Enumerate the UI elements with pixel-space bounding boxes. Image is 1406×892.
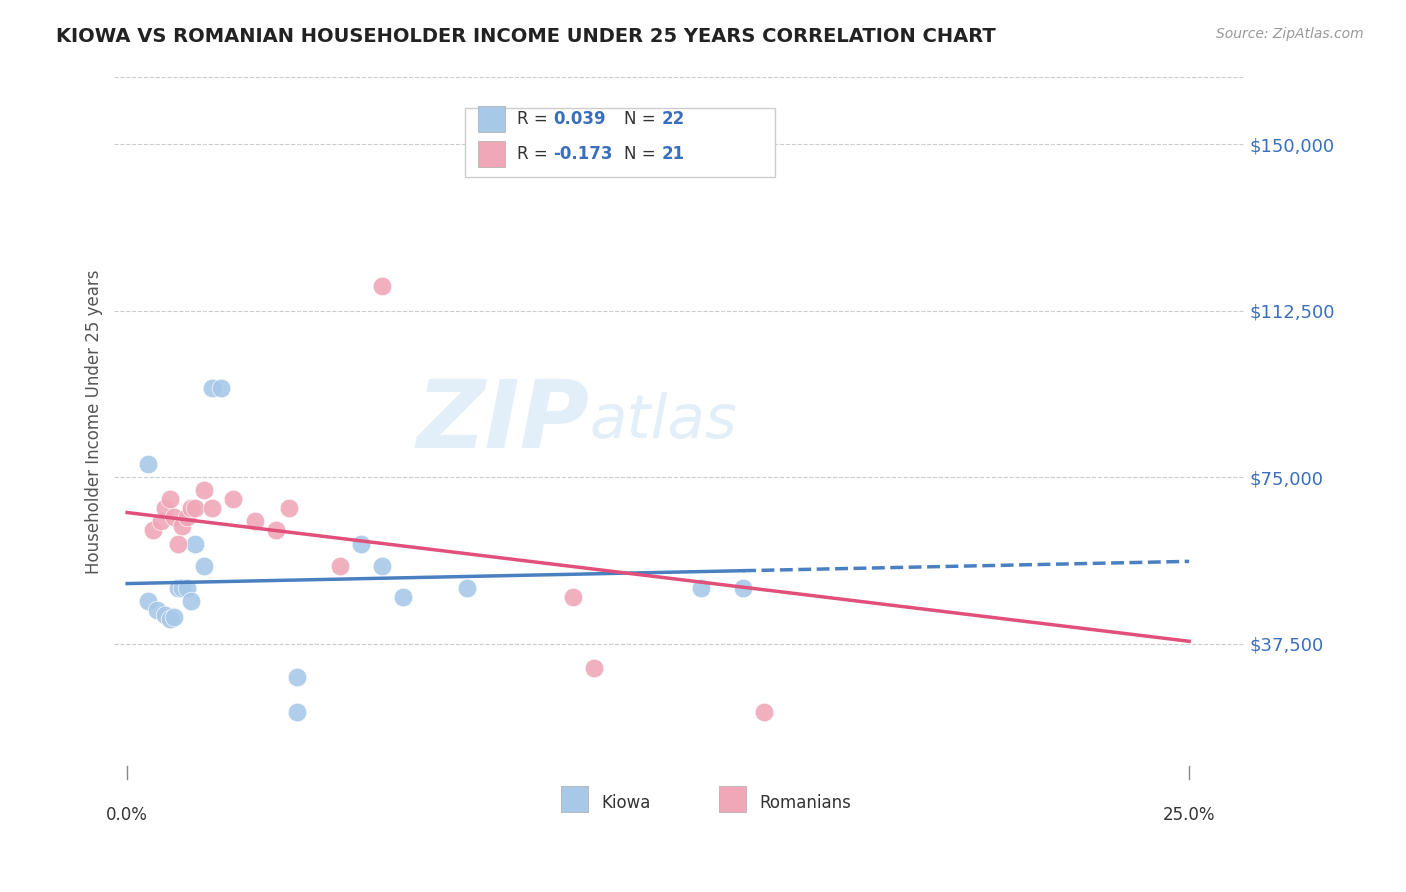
Point (222, 492, 245, 507)
Y-axis label: Householder Income Under 25 years: Householder Income Under 25 years (86, 269, 103, 574)
Point (350, 536, 373, 550)
FancyBboxPatch shape (478, 141, 505, 167)
Text: 21: 21 (661, 145, 685, 163)
Point (184, 536, 207, 550)
FancyBboxPatch shape (718, 786, 747, 813)
Point (150, 515, 173, 529)
Point (180, 594, 202, 608)
Point (167, 581, 190, 595)
Point (193, 483, 215, 498)
Point (562, 590, 585, 604)
Text: Source: ZipAtlas.com: Source: ZipAtlas.com (1216, 27, 1364, 41)
Text: 25.0%: 25.0% (1163, 805, 1215, 823)
Point (172, 519, 194, 533)
Text: 22: 22 (661, 111, 685, 128)
Point (176, 581, 198, 595)
Text: 0.039: 0.039 (553, 111, 606, 128)
Text: N =: N = (624, 145, 661, 163)
Point (159, 492, 181, 507)
Point (138, 457, 160, 471)
Point (184, 501, 207, 516)
Point (138, 594, 160, 608)
Text: R =: R = (516, 111, 553, 128)
Text: 0.0%: 0.0% (107, 805, 148, 823)
Point (193, 558, 215, 573)
Point (176, 510, 198, 524)
Point (277, 501, 299, 516)
Point (201, 501, 224, 516)
Point (392, 590, 415, 604)
Point (146, 603, 169, 617)
Point (155, 501, 177, 516)
FancyBboxPatch shape (465, 109, 776, 178)
Text: R =: R = (516, 145, 553, 163)
Text: atlas: atlas (589, 392, 737, 451)
Point (180, 501, 202, 516)
Point (201, 381, 224, 395)
Point (371, 558, 394, 573)
FancyBboxPatch shape (478, 106, 505, 133)
Point (285, 670, 308, 684)
Text: KIOWA VS ROMANIAN HOUSEHOLDER INCOME UNDER 25 YEARS CORRELATION CHART: KIOWA VS ROMANIAN HOUSEHOLDER INCOME UND… (56, 27, 995, 45)
Point (754, 706, 776, 720)
Point (159, 612, 181, 626)
Point (142, 523, 165, 537)
Point (264, 523, 287, 537)
Point (172, 581, 194, 595)
Point (689, 581, 711, 595)
Text: Romanians: Romanians (759, 795, 852, 813)
Point (155, 607, 177, 622)
Point (285, 706, 308, 720)
Point (167, 536, 190, 550)
Point (733, 581, 755, 595)
Point (209, 381, 232, 395)
FancyBboxPatch shape (561, 786, 588, 813)
Text: N =: N = (624, 111, 661, 128)
Point (329, 558, 352, 573)
Point (583, 661, 606, 675)
Point (456, 581, 478, 595)
Text: -0.173: -0.173 (553, 145, 613, 163)
Point (371, 279, 394, 293)
Text: ZIP: ZIP (416, 376, 589, 467)
Point (243, 515, 266, 529)
Point (163, 510, 186, 524)
Text: Kiowa: Kiowa (602, 795, 651, 813)
Point (163, 610, 186, 624)
